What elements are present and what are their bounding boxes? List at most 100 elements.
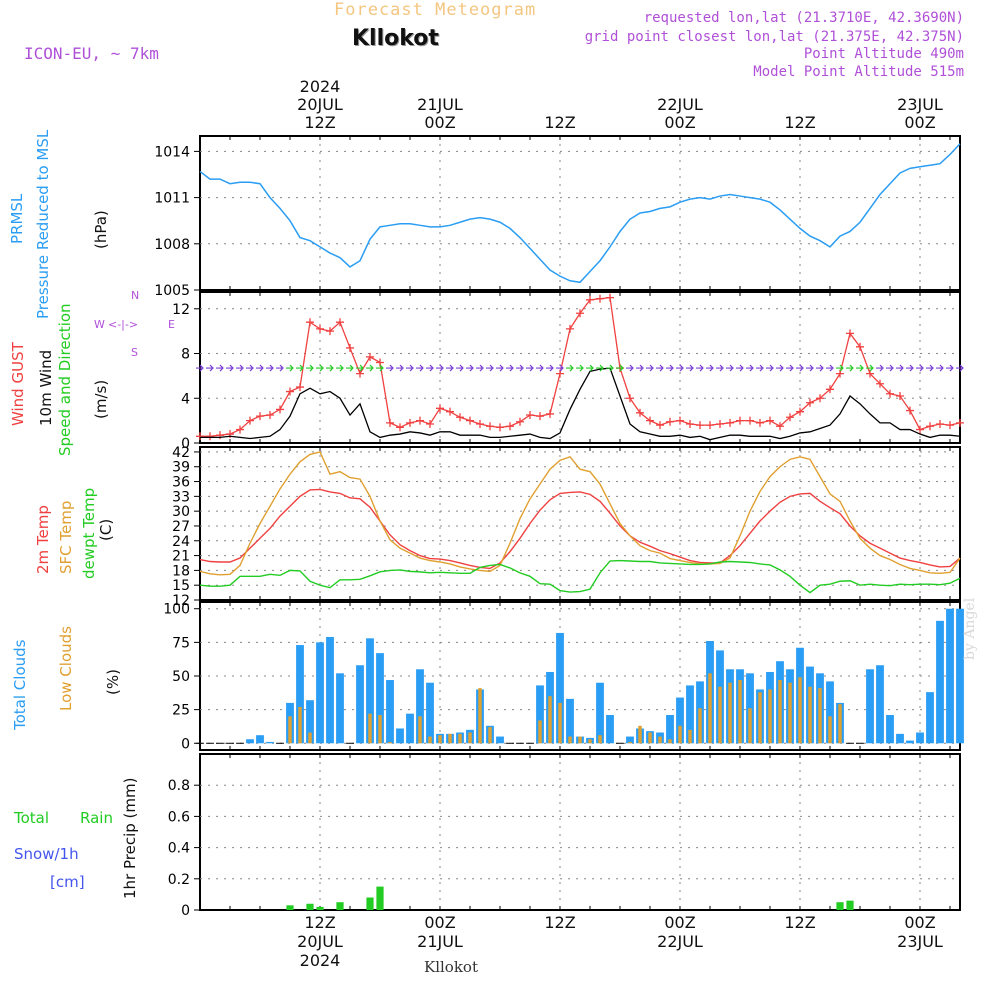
- gust-point: [436, 404, 444, 413]
- wind-ytick-label: 12: [172, 302, 190, 318]
- temperature-ytick-label: 18: [172, 563, 190, 579]
- gust-point: [646, 416, 654, 425]
- total-cloud-bar: [406, 713, 414, 744]
- gust-point: [896, 392, 904, 401]
- wind-direction-arrow-icon: [446, 364, 454, 372]
- wind-direction-arrow-icon: [366, 364, 374, 372]
- temperature-ytick-label: 27: [172, 519, 190, 535]
- gust-point: [716, 419, 724, 428]
- wind-direction-arrow-icon: [486, 364, 494, 372]
- wind-direction-arrow-icon: [566, 364, 574, 372]
- total-cloud-bar: [296, 645, 304, 744]
- low-cloud-bar: [678, 725, 682, 744]
- rain-bar: [316, 906, 324, 910]
- precipitation-ytick-label: 0.8: [168, 778, 190, 794]
- gust-line: [200, 296, 961, 437]
- low-cloud-bar: [448, 733, 452, 744]
- gust-point: [266, 411, 274, 420]
- compass-icon: <-|->: [108, 318, 139, 331]
- chart-title: Forecast Meteogram: [334, 0, 537, 20]
- top-time-label: 22JUL: [657, 95, 703, 114]
- wind-direction-arrow-icon: [626, 364, 634, 372]
- rain-bar: [366, 897, 374, 910]
- total-cloud-bar: [596, 682, 604, 744]
- top-time-label: 23JUL: [897, 95, 943, 114]
- temp-2m-line: [199, 488, 961, 570]
- temperature-ytick-label: 12: [172, 593, 190, 609]
- gust-point: [576, 309, 584, 318]
- precipitation-ytick-label: 0.2: [168, 872, 190, 888]
- total-cloud-bar: [336, 673, 344, 744]
- temperature-ytick-label: 21: [172, 549, 190, 565]
- wind-direction-arrow-icon: [396, 364, 404, 372]
- gust-point: [316, 324, 324, 333]
- footer-location: Kllokot: [424, 958, 478, 976]
- bottom-time-label: 22JUL: [657, 932, 703, 951]
- total-cloud-bar: [676, 697, 684, 744]
- bottom-time-label: 2024: [300, 951, 341, 970]
- clouds-ytick-label: 0: [181, 736, 190, 752]
- total-cloud-bar: [876, 665, 884, 744]
- rain-bar: [376, 886, 384, 910]
- bottom-time-label: 12Z: [784, 913, 815, 932]
- total-cloud-bar: [326, 636, 334, 744]
- wind-direction-arrow-icon: [676, 364, 684, 372]
- low-cloud-bar: [468, 732, 472, 744]
- gust-point: [606, 293, 614, 302]
- gust-point: [936, 419, 944, 428]
- gust-point: [816, 394, 824, 403]
- precip-total-label: Total: [14, 809, 50, 827]
- top-time-label: 12Z: [784, 113, 815, 132]
- low-cloud-bar: [598, 735, 602, 744]
- wind-direction-arrow-icon: [266, 364, 274, 372]
- wind-direction-arrow-icon: [346, 364, 354, 372]
- bottom-time-label: 00Z: [424, 913, 455, 932]
- gust-point: [396, 423, 404, 432]
- low-cloud-bar: [438, 735, 442, 744]
- low-cloud-bar: [578, 736, 582, 744]
- wind-direction-arrow-icon: [216, 364, 224, 372]
- wind-direction-arrow-icon: [636, 364, 644, 372]
- gust-point: [886, 389, 894, 398]
- wind-line: [200, 367, 961, 441]
- gust-point: [236, 425, 244, 434]
- wind-direction-arrow-icon: [546, 364, 554, 372]
- total-cloud-bar: [926, 692, 934, 744]
- wind-direction-arrow-icon: [596, 364, 604, 372]
- bottom-time-label: 12Z: [304, 913, 335, 932]
- total-cloud-bar: [256, 735, 264, 744]
- gust-point: [526, 411, 534, 420]
- low-cloud-bar: [688, 729, 692, 744]
- low-cloud-bar: [838, 704, 842, 744]
- bottom-time-label: 20JUL: [297, 932, 343, 951]
- gust-point: [756, 418, 764, 427]
- gust-point: [276, 405, 284, 414]
- gust-point: [766, 416, 774, 425]
- clouds-ytick-label: 75: [172, 635, 190, 651]
- low-cloud-bar: [428, 736, 432, 744]
- compass-s: S: [131, 346, 138, 359]
- wind-direction-arrow-icon: [456, 364, 464, 372]
- wind-direction-arrow-icon: [576, 364, 584, 372]
- gust-point: [286, 387, 294, 396]
- gust-point: [846, 329, 854, 338]
- precipitation-ytick-label: 0.6: [168, 809, 190, 825]
- wind-direction-arrow-icon: [736, 364, 744, 372]
- compass-w: W: [94, 318, 105, 331]
- total-cloud-bar: [916, 732, 924, 744]
- wind-direction-arrow-icon: [246, 364, 254, 372]
- gust-point: [456, 413, 464, 422]
- top-time-label: 00Z: [424, 113, 455, 132]
- gust-point: [546, 409, 554, 418]
- precip-rain-label: Rain: [80, 809, 113, 827]
- gust-point: [416, 416, 424, 425]
- wind-direction-arrow-icon: [326, 364, 334, 372]
- temperature-ytick-label: 42: [172, 445, 190, 461]
- rain-bar: [286, 905, 294, 910]
- gust-point: [686, 419, 694, 428]
- low-cloud-bar: [788, 682, 792, 744]
- gust-point: [196, 432, 204, 441]
- temperature-ytick-label: 33: [172, 489, 190, 505]
- low-cloud-bar: [458, 733, 462, 744]
- gust-point: [726, 418, 734, 427]
